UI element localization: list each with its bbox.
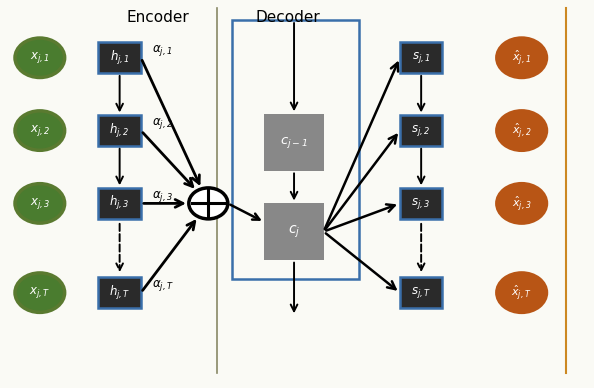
- FancyBboxPatch shape: [99, 115, 141, 146]
- Text: $\hat{x}_{\mathregular{j,3}}$: $\hat{x}_{\mathregular{j,3}}$: [512, 194, 532, 213]
- Text: $h_{\mathregular{j,T}}$: $h_{\mathregular{j,T}}$: [109, 284, 131, 301]
- FancyBboxPatch shape: [99, 188, 141, 219]
- FancyBboxPatch shape: [400, 43, 443, 73]
- FancyBboxPatch shape: [400, 188, 443, 219]
- Circle shape: [15, 38, 65, 78]
- Text: $\alpha_{\mathregular{j,2}}$: $\alpha_{\mathregular{j,2}}$: [152, 116, 173, 131]
- Text: $\hat{x}_{\mathregular{j,2}}$: $\hat{x}_{\mathregular{j,2}}$: [512, 121, 532, 140]
- Text: $\alpha_{\mathregular{j,1}}$: $\alpha_{\mathregular{j,1}}$: [152, 43, 172, 58]
- Circle shape: [15, 184, 65, 223]
- Text: $s_{\mathregular{j,2}}$: $s_{\mathregular{j,2}}$: [412, 123, 431, 138]
- Text: $\alpha_{\mathregular{j,T}}$: $\alpha_{\mathregular{j,T}}$: [152, 278, 174, 293]
- Text: $\hat{x}_{\mathregular{j,T}}$: $\hat{x}_{\mathregular{j,T}}$: [511, 283, 532, 302]
- Text: $\hat{x}_{\mathregular{j,1}}$: $\hat{x}_{\mathregular{j,1}}$: [512, 48, 531, 67]
- Circle shape: [497, 38, 546, 78]
- Circle shape: [15, 273, 65, 312]
- Circle shape: [189, 188, 228, 219]
- FancyBboxPatch shape: [264, 203, 324, 260]
- Circle shape: [15, 111, 65, 150]
- Circle shape: [497, 184, 546, 223]
- Text: $s_{\mathregular{j,T}}$: $s_{\mathregular{j,T}}$: [411, 285, 431, 300]
- FancyBboxPatch shape: [99, 43, 141, 73]
- Text: $s_{\mathregular{j,1}}$: $s_{\mathregular{j,1}}$: [412, 50, 431, 65]
- Text: $s_{\mathregular{j,3}}$: $s_{\mathregular{j,3}}$: [412, 196, 431, 211]
- FancyBboxPatch shape: [99, 277, 141, 308]
- Text: $c_{\mathregular{j-1}}$: $c_{\mathregular{j-1}}$: [280, 135, 308, 150]
- FancyBboxPatch shape: [400, 115, 443, 146]
- Text: $x_{\mathregular{j,T}}$: $x_{\mathregular{j,T}}$: [29, 285, 50, 300]
- Text: $h_{\mathregular{j,2}}$: $h_{\mathregular{j,2}}$: [109, 121, 130, 140]
- Text: $c_{\mathregular{j}}$: $c_{\mathregular{j}}$: [288, 223, 300, 240]
- Text: Encoder: Encoder: [127, 10, 189, 25]
- Text: $x_{\mathregular{j,1}}$: $x_{\mathregular{j,1}}$: [30, 50, 50, 65]
- Text: Decoder: Decoder: [256, 10, 321, 25]
- Circle shape: [497, 111, 546, 150]
- Text: $h_{\mathregular{j,1}}$: $h_{\mathregular{j,1}}$: [110, 49, 129, 67]
- Text: $\alpha_{\mathregular{j,3}}$: $\alpha_{\mathregular{j,3}}$: [152, 189, 173, 204]
- FancyBboxPatch shape: [264, 114, 324, 170]
- Circle shape: [497, 273, 546, 312]
- Text: $x_{\mathregular{j,2}}$: $x_{\mathregular{j,2}}$: [30, 123, 50, 138]
- FancyBboxPatch shape: [400, 277, 443, 308]
- Text: $x_{\mathregular{j,3}}$: $x_{\mathregular{j,3}}$: [30, 196, 50, 211]
- Text: $h_{\mathregular{j,3}}$: $h_{\mathregular{j,3}}$: [109, 194, 130, 212]
